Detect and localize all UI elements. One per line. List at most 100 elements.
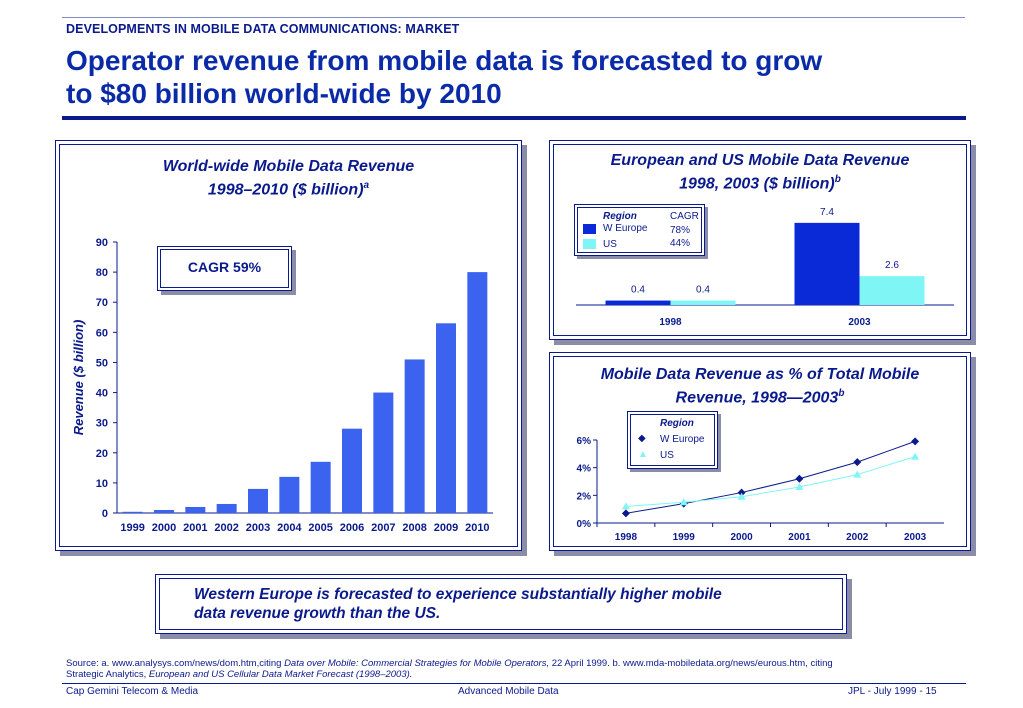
x-tick-label: 1998 (659, 317, 682, 328)
point-w-europe (853, 458, 862, 467)
x-tick-label: 2003 (848, 317, 871, 328)
chart1-title: World-wide Mobile Data Revenue 1998–2010… (56, 157, 521, 199)
pct-revenue-chart: 0% 2% 4% 6% 1998 1999 2000 2001 2002 2003 (577, 436, 944, 543)
chart1-title-sup: a (363, 180, 370, 191)
y-tick-label: 30 (96, 418, 108, 430)
y-tick-label: 6% (577, 436, 592, 447)
footer-left: Cap Gemini Telecom & Media (66, 686, 199, 697)
x-tick-label: 2008 (402, 522, 426, 534)
x-tick-label: 2002 (214, 522, 238, 534)
bar-2002 (216, 503, 237, 513)
x-tick-label: 2006 (340, 522, 364, 534)
footer-rule (62, 683, 966, 684)
chart2-legend: Region CAGR W Europe 78% US 44% (574, 204, 705, 256)
worldwide-revenue-panel: World-wide Mobile Data Revenue 1998–2010… (55, 140, 522, 551)
bar-2008 (404, 359, 425, 513)
y-tick-label: 0 (102, 508, 108, 520)
legend3-title: Region (660, 418, 694, 429)
legend2-weurope-swatch (583, 224, 596, 234)
legend2-us-cagr: 44% (670, 238, 691, 249)
point-us (737, 492, 746, 500)
y-tick-label: 4% (577, 464, 592, 475)
legend3-us-label: US (660, 450, 674, 461)
legend2-weurope-label: W Europe (603, 223, 648, 234)
bar-2004 (279, 476, 300, 513)
y-tick-label: 70 (96, 297, 108, 309)
bar-2010 (467, 272, 488, 513)
bar-2003 (248, 488, 268, 513)
chart3-title-line1: Mobile Data Revenue as % of Total Mobile (600, 366, 920, 383)
x-tick-label: 2007 (371, 522, 395, 534)
section-label: DEVELOPMENTS IN MOBILE DATA COMMUNICATIO… (66, 22, 460, 36)
x-tick-label: 1999 (673, 532, 696, 543)
data-label: 2.6 (885, 260, 899, 271)
x-tick-label: 2001 (183, 522, 207, 534)
legend2-cagr-header: CAGR (670, 211, 699, 222)
y-tick-label: 2% (577, 491, 592, 502)
source-line-1: Source: a. www.analysys.com/news/dom.htm… (66, 658, 833, 669)
x-tick-label: 2000 (152, 522, 176, 534)
bar-w-europe-2003 (794, 222, 860, 305)
legend3-weurope-marker: ◆ (638, 433, 646, 444)
y-tick-label: 50 (96, 357, 108, 369)
point-w-europe (621, 509, 630, 518)
takeaway-text: Western Europe is forecasted to experien… (194, 585, 836, 623)
legend2-us-swatch (583, 239, 596, 249)
point-us (621, 502, 630, 510)
point-w-europe (737, 488, 746, 497)
bar-w-europe-1998 (605, 300, 671, 305)
footer-center: Advanced Mobile Data (458, 686, 559, 697)
point-us (795, 483, 804, 491)
y-tick-label: 20 (96, 448, 108, 460)
bar-2000 (154, 509, 174, 513)
point-us (853, 470, 862, 478)
series-line-us (625, 456, 916, 507)
x-tick-label: 2000 (730, 532, 753, 543)
pct-revenue-panel: Mobile Data Revenue as % of Total Mobile… (549, 352, 971, 551)
bar-1999 (122, 511, 143, 513)
x-tick-label: 1999 (120, 522, 144, 534)
chart2-title-line2: 1998, 2003 ($ billion)b (679, 174, 841, 193)
headline-line-2: to $80 billion world-wide by 2010 (66, 78, 502, 109)
bar-2001 (185, 506, 206, 513)
headline-rule (62, 116, 966, 120)
x-tick-label: 2003 (246, 522, 270, 534)
data-label: 7.4 (820, 207, 834, 218)
x-tick-label: 2005 (308, 522, 332, 534)
worldwide-revenue-chart: 0 10 20 30 40 50 60 70 80 90 1999 2000 2001 2002 2003 2… (71, 237, 493, 534)
takeaway-line-2: data revenue growth than the US. (194, 605, 441, 622)
source-line-2: Strategic Analytics, European and US Cel… (66, 669, 413, 680)
chart2-title-sup: b (834, 174, 841, 185)
y-tick-label: 10 (96, 478, 108, 490)
footer-right: JPL - July 1999 - 15 (848, 686, 937, 697)
chart2-title: European and US Mobile Data Revenue 1998… (550, 151, 970, 193)
point-us (911, 452, 920, 460)
data-label: 0.4 (631, 285, 645, 296)
y-tick-label: 40 (96, 388, 108, 400)
x-tick-label: 2003 (904, 532, 927, 543)
legend2-weurope-cagr: 78% (670, 225, 691, 236)
headline: Operator revenue from mobile data is for… (66, 44, 966, 110)
legend2-us-label: US (603, 239, 617, 250)
chart1-title-line1: World-wide Mobile Data Revenue (162, 158, 415, 175)
eu-us-revenue-chart: 0.4 0.4 1998 7.4 2.6 2003 (576, 207, 954, 328)
series-line-w-europe (625, 440, 916, 514)
y-axis-title: Revenue ($ billion) (71, 320, 86, 436)
x-tick-label: 2001 (788, 532, 811, 543)
eu-us-revenue-panel: European and US Mobile Data Revenue 1998… (549, 140, 971, 340)
chart1-title-line2: 1998–2010 ($ billion)a (207, 180, 370, 199)
takeaway-line-1: Western Europe is forecasted to experien… (194, 586, 722, 603)
cagr-text: CAGR 59% (187, 259, 262, 275)
point-us (679, 498, 688, 506)
takeaway-box: Western Europe is forecasted to experien… (155, 574, 847, 634)
top-rule (62, 17, 965, 18)
chart3-title-sup: b (838, 388, 845, 399)
x-tick-label: 2002 (846, 532, 869, 543)
x-tick-label: 2009 (434, 522, 458, 534)
legend2-title: Region (603, 211, 637, 222)
y-tick-label: 90 (96, 237, 108, 249)
x-tick-label: 2010 (465, 522, 489, 534)
bar-2007 (373, 392, 394, 513)
legend3-weurope-label: W Europe (660, 434, 705, 445)
point-w-europe (911, 437, 920, 446)
